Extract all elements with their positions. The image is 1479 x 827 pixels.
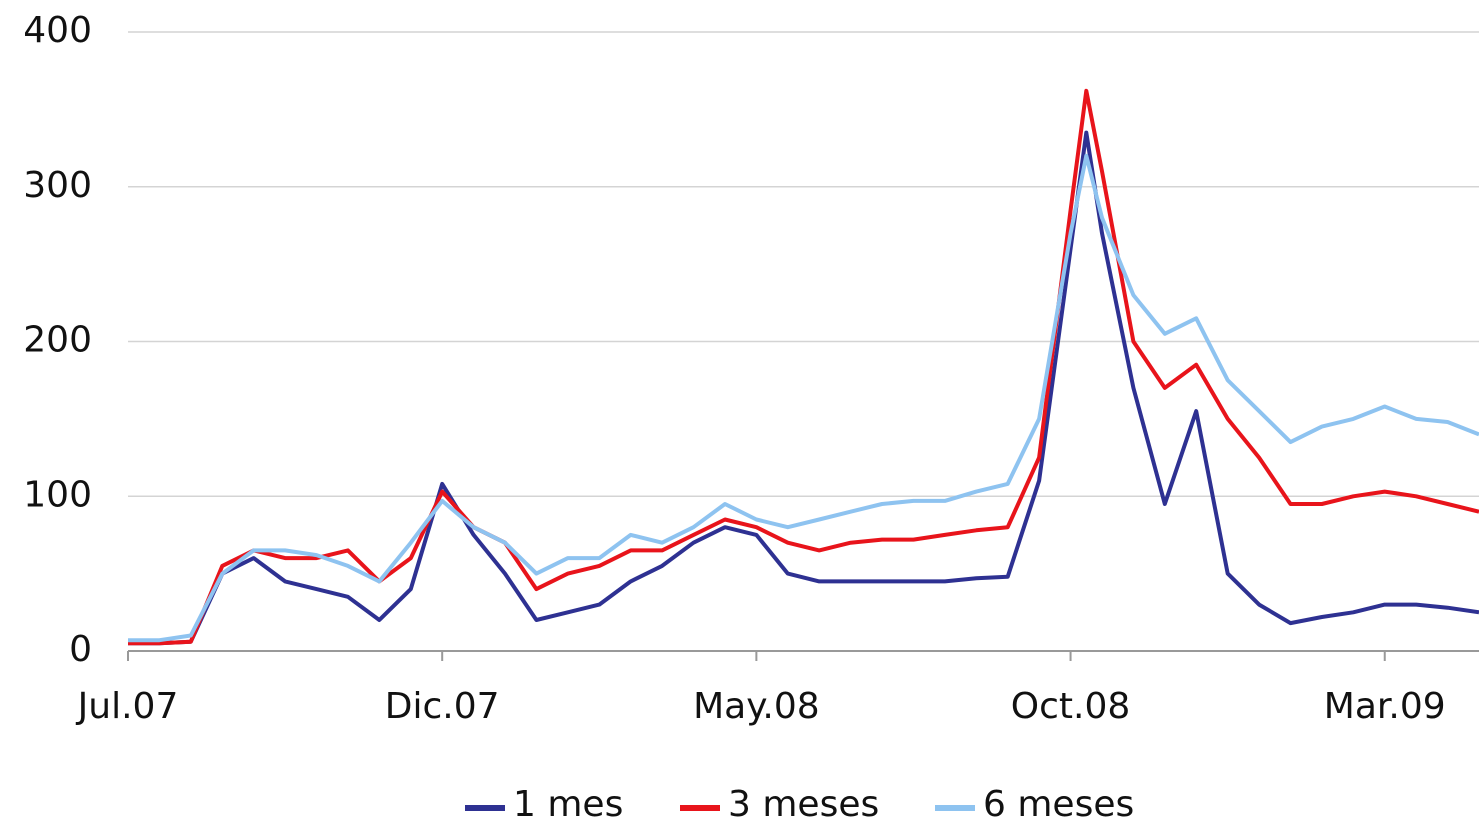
y-tick-label: 400 bbox=[23, 10, 92, 51]
y-tick-label: 0 bbox=[69, 629, 92, 670]
series-line bbox=[128, 88, 1479, 646]
x-tick-label: Mar.09 bbox=[1324, 686, 1446, 727]
legend-label: 6 meses bbox=[983, 784, 1134, 825]
x-tick-label: May.08 bbox=[693, 686, 820, 727]
x-tick-label: Oct.08 bbox=[1011, 686, 1131, 727]
y-tick-label: 100 bbox=[23, 474, 92, 515]
x-tick-label: Jul.07 bbox=[76, 686, 179, 727]
x-tick-label: Dic.07 bbox=[385, 686, 500, 727]
series-line bbox=[128, 130, 1479, 646]
y-tick-label: 200 bbox=[23, 320, 92, 361]
legend-label: 3 meses bbox=[728, 784, 879, 825]
y-tick-label: 300 bbox=[23, 165, 92, 206]
series-line bbox=[128, 153, 1479, 643]
legend-label: 1 mes bbox=[513, 784, 623, 825]
